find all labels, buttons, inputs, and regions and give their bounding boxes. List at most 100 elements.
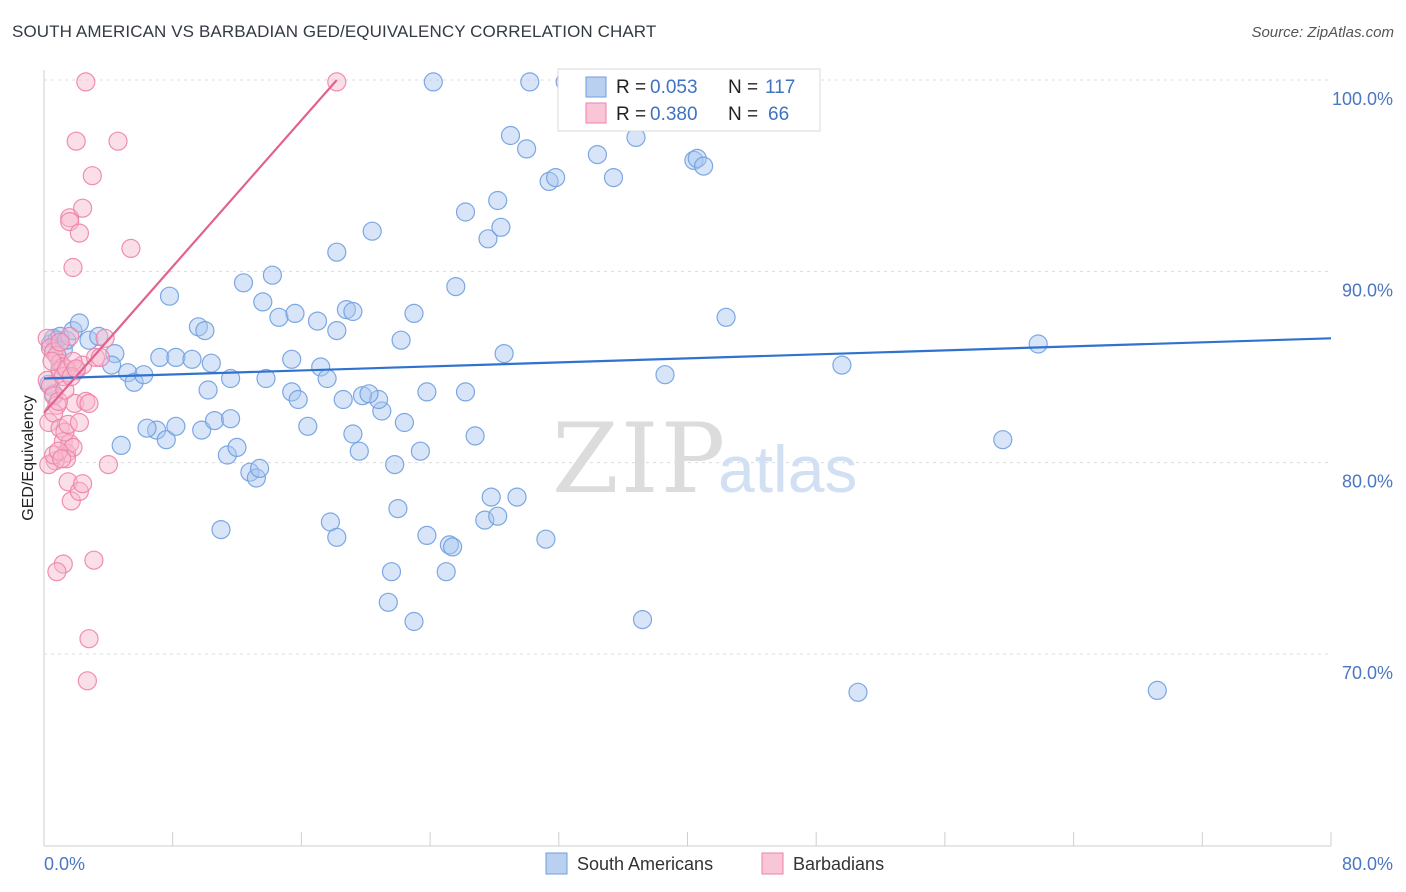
barbadian-point-17 xyxy=(60,326,80,346)
south-american-point-81 xyxy=(388,499,408,519)
bottom-legend-barbadians: Barbadians xyxy=(793,854,884,874)
barbadian-point-46 xyxy=(52,449,72,469)
south-american-point-96 xyxy=(394,412,414,433)
barbadian-point-51 xyxy=(76,391,96,411)
south-american-point-91 xyxy=(250,458,270,478)
south-american-point-72 xyxy=(378,592,398,612)
south-american-point-82 xyxy=(481,487,501,507)
south-american-point-49 xyxy=(516,139,537,159)
stats-legend: R = 0.053 N = 117 R = 0.380 N = 66 xyxy=(557,68,821,132)
barbadian-point-29 xyxy=(39,412,59,433)
barbadian-point-3 xyxy=(108,131,128,151)
south-american-point-22 xyxy=(201,353,221,373)
south-american-point-87 xyxy=(217,445,237,465)
south-american-point-115 xyxy=(111,435,131,455)
south-american-point-26 xyxy=(311,357,331,377)
south-american-point-36 xyxy=(343,301,363,322)
south-american-point-80 xyxy=(488,506,508,526)
barbadian-point-59 xyxy=(53,554,73,574)
south-american-point-55 xyxy=(684,150,704,170)
barbadian-point-42 xyxy=(72,474,93,494)
legend-r-value-1: 0.053 xyxy=(650,77,698,98)
barbadian-point-47 xyxy=(55,422,75,442)
legend-n-value-2: 66 xyxy=(768,104,789,125)
south-american-point-69 xyxy=(1147,680,1167,701)
south-american-point-58 xyxy=(423,72,443,92)
south-american-point-95 xyxy=(343,424,363,444)
south-american-point-99 xyxy=(369,389,389,410)
south-american-point-78 xyxy=(536,529,556,549)
barbadian-point-55 xyxy=(50,332,70,352)
south-american-point-74 xyxy=(436,562,456,582)
barbadian-point-7 xyxy=(72,198,93,218)
barbadian-point-4 xyxy=(82,166,102,186)
south-american-point-86 xyxy=(211,519,231,540)
south-american-point-113 xyxy=(166,416,186,436)
barbadian-point-13 xyxy=(44,342,64,362)
south-american-point-67 xyxy=(993,430,1013,450)
south-american-point-17 xyxy=(124,372,144,392)
barbadian-point-8 xyxy=(69,223,90,243)
south-american-point-77 xyxy=(417,525,437,546)
legend-n-label-1: N = xyxy=(728,77,758,98)
south-american-point-65 xyxy=(832,355,852,375)
south-american-point-94 xyxy=(349,441,369,461)
south-american-point-108 xyxy=(192,420,212,440)
barbadian-point-52 xyxy=(79,393,99,413)
south-american-point-109 xyxy=(204,411,225,431)
south-american-point-47 xyxy=(491,217,511,237)
barbadian-point-61 xyxy=(84,550,104,570)
south-american-point-92 xyxy=(385,455,405,475)
south-american-point-61 xyxy=(391,330,411,350)
south-american-point-111 xyxy=(147,420,167,440)
south-american-point-24 xyxy=(256,368,276,389)
south-american-point-37 xyxy=(404,303,424,323)
barbadian-point-56 xyxy=(42,351,62,371)
south-american-point-30 xyxy=(195,321,215,341)
south-american-point-64 xyxy=(716,307,736,327)
south-american-point-21 xyxy=(182,349,202,369)
south-american-point-41 xyxy=(327,242,347,262)
south-american-point-42 xyxy=(362,221,382,241)
south-american-point-110 xyxy=(221,409,241,429)
south-american-point-45 xyxy=(478,229,498,249)
south-american-point-8 xyxy=(79,330,99,350)
south-american-point-101 xyxy=(333,389,353,410)
legend-r-label-1: R = xyxy=(616,77,646,98)
bottom-legend-swatch-blue xyxy=(545,852,568,875)
south-american-point-34 xyxy=(307,311,328,331)
south-american-point-35 xyxy=(336,300,356,320)
barbadian-point-62 xyxy=(79,629,99,649)
y-tick-labels: 70.0% 80.0% 90.0% 100.0% xyxy=(1332,89,1393,683)
barbadian-point-63 xyxy=(77,671,98,691)
barbadian-point-41 xyxy=(69,481,90,501)
south-american-point-70 xyxy=(632,609,653,630)
legend-r-label-2: R = xyxy=(616,104,646,125)
south-american-point-73 xyxy=(381,562,402,582)
south-american-point-40 xyxy=(262,265,282,285)
south-american-point-16 xyxy=(118,363,138,383)
y-tick-label-90: 90.0% xyxy=(1342,280,1393,300)
south-american-point-46 xyxy=(488,190,508,211)
south-american-point-97 xyxy=(298,416,318,436)
x-axis-ticks xyxy=(43,832,1332,846)
south-american-point-23 xyxy=(221,368,241,389)
watermark-atlas: atlas xyxy=(718,432,857,506)
south-american-point-112 xyxy=(156,430,176,450)
south-american-point-53 xyxy=(603,168,624,188)
barbadian-point-53 xyxy=(48,391,69,411)
legend-swatch-pink xyxy=(585,102,607,124)
series-south-americans xyxy=(39,72,1167,702)
source-label: Source: ZipAtlas.com xyxy=(1251,24,1394,41)
south-american-point-71 xyxy=(404,611,424,632)
south-american-point-88 xyxy=(227,437,247,457)
series-legend: South Americans Barbadians xyxy=(545,852,884,875)
legend-n-label-2: N = xyxy=(728,104,758,125)
south-american-point-93 xyxy=(410,441,430,461)
barbadian-point-35 xyxy=(63,437,83,457)
y-tick-label-80: 80.0% xyxy=(1342,472,1393,492)
south-american-point-102 xyxy=(282,382,302,402)
bottom-legend-swatch-pink xyxy=(761,852,784,875)
watermark-zip: ZIP xyxy=(552,403,727,515)
